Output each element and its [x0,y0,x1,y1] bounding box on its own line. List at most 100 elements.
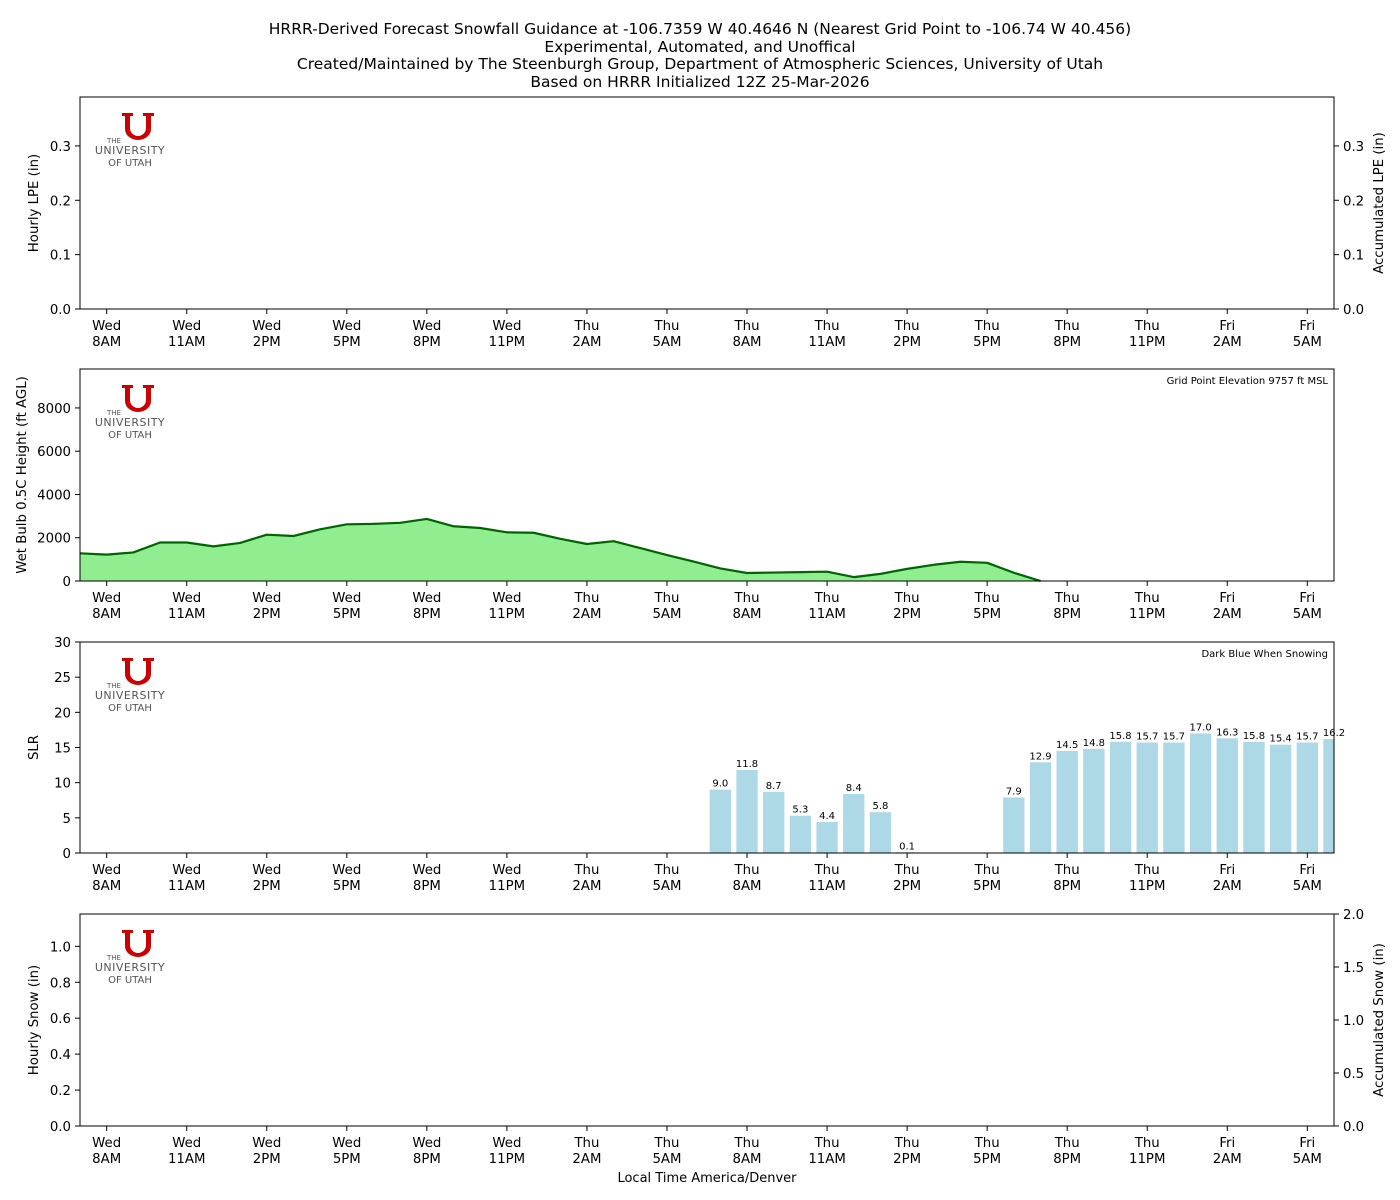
slr-bars [709,733,1334,853]
slr-bar-label: 12.9 [1029,751,1051,762]
logo-text-of-utah: OF UTAH [108,975,152,986]
x-tick-day: Wed [412,591,441,606]
x-tick-time: 8AM [92,1152,121,1167]
utah-u-icon [122,658,154,685]
x-tick-day: Thu [894,863,920,878]
logo-text-university: UNIVERSITY [95,961,165,974]
x-tick-time: 2PM [893,1152,921,1167]
x-tick-day: Thu [573,863,599,878]
y-tick-label: 0.2 [50,194,71,209]
x-tick-day: Thu [653,319,679,334]
x-tick-time: 11AM [808,879,846,894]
slr-bar [1296,742,1318,853]
slr-bar-label: 7.9 [1006,786,1022,797]
y-tick-label: 0 [63,847,71,862]
x-tick-time: 2AM [572,1152,601,1167]
x-tick-day: Wed [252,1136,281,1151]
x-tick-time: 11PM [1129,1152,1165,1167]
slr-bar-label: 15.8 [1243,731,1265,742]
utah-u-icon [122,385,154,412]
slr-bar [1323,739,1334,853]
x-tick-day: Wed [332,1136,361,1151]
x-tick-time: 8PM [1053,335,1081,350]
x-tick-day: Thu [573,319,599,334]
x-tick-day: Wed [332,591,361,606]
y-right-axis-label: Accumulated Snow (in) [1372,943,1387,1097]
x-tick-time: 5PM [973,1152,1001,1167]
x-tick-day: Wed [252,591,281,606]
slr-bar [789,815,812,853]
x-tick-day: Thu [1054,319,1080,334]
x-tick-day: Thu [894,591,920,606]
slr-bar-label: 15.7 [1296,732,1318,743]
x-tick-time: 8PM [1053,879,1081,894]
logo-text-the: THE [106,409,121,417]
x-tick-day: Thu [1054,591,1080,606]
x-tick-time: 11AM [168,1152,206,1167]
x-tick-time: 8PM [1053,607,1081,622]
x-tick-day: Thu [894,319,920,334]
x-tick-time: 5AM [652,607,681,622]
wetbulb-area [80,518,1041,581]
x-tick-day: Fri [1219,319,1235,334]
x-tick-time: 11AM [168,879,206,894]
panel-slr: 9.0 11.8 8.7 5.3 4.4 8.4 5.8 0.1 7.9 12.9 14.5 14.8… [27,636,1345,894]
slr-bar-label: 5.8 [872,801,888,812]
x-tick-day: Thu [1134,591,1160,606]
x-tick-day: Thu [974,1136,1000,1151]
slr-bar-label: 15.7 [1163,732,1185,743]
y-right-axis-label: Accumulated LPE (in) [1372,132,1387,274]
slr-bar [1216,738,1238,853]
x-axis-label: Local Time America/Denver [617,1171,797,1186]
y-tick-label: 0.1 [50,249,71,264]
logo-text-the: THE [106,137,121,145]
x-tick-time: 8AM [92,335,121,350]
x-tick-time: 8PM [413,335,441,350]
x-tick-time: 2AM [572,607,601,622]
y-axis-label: SLR [27,735,42,760]
y-tick-label: 5 [63,812,71,827]
plot-frame [79,913,1335,1127]
x-tick-day: Wed [92,1136,121,1151]
y-right-tick-label: 0.1 [1343,249,1364,264]
plot-frame [79,96,1335,310]
x-tick-time: 8PM [413,1152,441,1167]
x-tick-day: Wed [92,591,121,606]
title-line-1: HRRR-Derived Forecast Snowfall Guidance … [268,20,1132,38]
x-tick-time: 11PM [489,607,525,622]
x-tick-time: 5PM [973,335,1001,350]
x-tick-day: Fri [1299,1136,1315,1151]
x-tick-day: Wed [92,863,121,878]
y-tick-label: 10 [54,777,71,792]
x-tick-time: 11AM [808,335,846,350]
x-tick-time: 11AM [808,607,846,622]
wetbulb-line [79,517,1041,583]
x-tick-day: Thu [734,863,760,878]
y-tick-label: 30 [54,636,71,651]
x-tick-time: 2PM [253,1152,281,1167]
x-tick-time: 11AM [168,335,206,350]
y-right-tick-label: 2.0 [1343,908,1364,923]
slr-bar [1163,742,1185,853]
x-tick-day: Wed [332,319,361,334]
x-tick-day: Thu [814,1136,840,1151]
slr-bar [1189,733,1212,853]
x-tick-day: Thu [1054,1136,1080,1151]
x-tick-day: Wed [172,319,201,334]
x-tick-time: 2PM [253,607,281,622]
y-tick-label: 0.3 [50,140,71,155]
title-line-2: Experimental, Automated, and Unoffical [544,37,856,56]
slr-bar [869,812,892,853]
x-tick-day: Thu [653,863,679,878]
y-tick-label: 0.0 [50,1120,71,1135]
slr-bar [1003,797,1025,853]
plot-frame [79,368,1335,582]
x-tick-day: Fri [1219,1136,1235,1151]
x-tick-time: 11PM [1129,879,1165,894]
x-tick-day: Wed [412,319,441,334]
x-tick-time: 5PM [973,879,1001,894]
x-tick-time: 8AM [733,607,762,622]
y-tick-label: 0 [63,575,71,590]
slr-bar [709,789,732,853]
